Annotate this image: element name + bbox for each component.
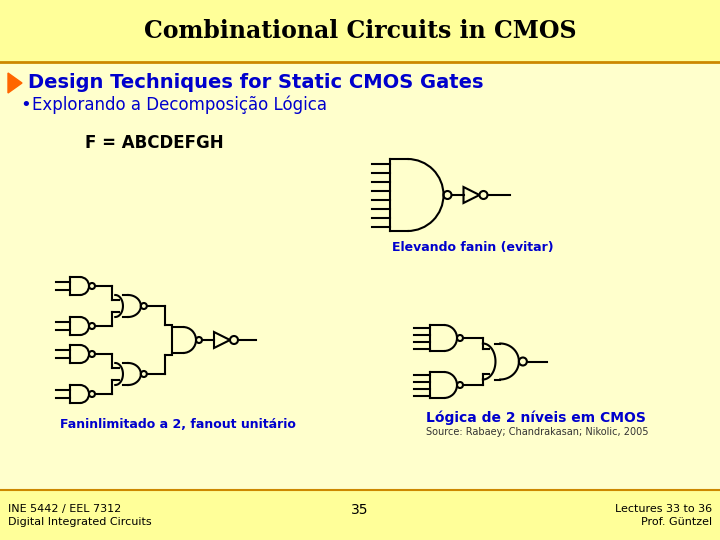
Text: Prof. Güntzel: Prof. Güntzel bbox=[641, 517, 712, 527]
Bar bbox=[0, 490, 720, 540]
Text: INE 5442 / EEL 7312: INE 5442 / EEL 7312 bbox=[8, 504, 121, 514]
Bar bbox=[0, 0, 720, 62]
Text: Digital Integrated Circuits: Digital Integrated Circuits bbox=[8, 517, 152, 527]
Text: •: • bbox=[20, 96, 31, 114]
Text: Combinational Circuits in CMOS: Combinational Circuits in CMOS bbox=[144, 19, 576, 43]
Text: Design Techniques for Static CMOS Gates: Design Techniques for Static CMOS Gates bbox=[28, 73, 484, 92]
Text: Faninlimitado a 2, fanout unitário: Faninlimitado a 2, fanout unitário bbox=[60, 418, 296, 431]
Text: Elevando fanin (evitar): Elevando fanin (evitar) bbox=[392, 241, 554, 254]
Text: F = ABCDEFGH: F = ABCDEFGH bbox=[85, 134, 224, 152]
Text: Explorando a Decomposição Lógica: Explorando a Decomposição Lógica bbox=[32, 96, 327, 114]
Polygon shape bbox=[8, 73, 22, 93]
Text: Lectures 33 to 36: Lectures 33 to 36 bbox=[615, 504, 712, 514]
Text: Source: Rabaey; Chandrakasan; Nikolic, 2005: Source: Rabaey; Chandrakasan; Nikolic, 2… bbox=[426, 427, 649, 437]
Text: 35: 35 bbox=[351, 503, 369, 517]
Text: Lógica de 2 níveis em CMOS: Lógica de 2 níveis em CMOS bbox=[426, 411, 646, 426]
